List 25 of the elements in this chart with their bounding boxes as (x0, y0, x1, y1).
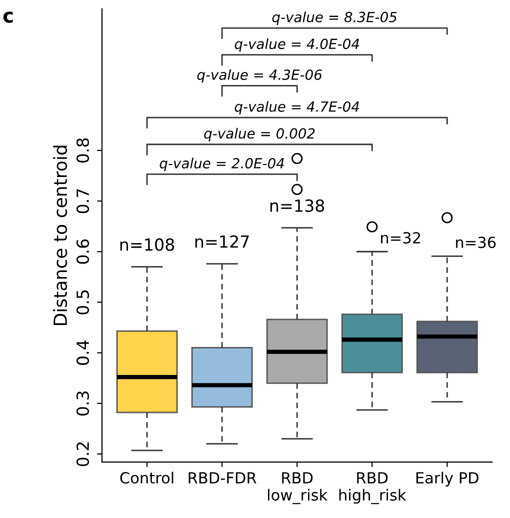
annotation: q-value = 0.002 (204, 128, 315, 142)
text: c (3, 12, 13, 23)
y-tick-label: 0.2 (76, 442, 90, 466)
y-tick-label: 0.4 (76, 340, 90, 365)
annotation: n=32 (381, 232, 420, 244)
y-tick-label: 0.8 (76, 138, 90, 163)
annotation: n=127 (195, 235, 249, 248)
x-tick-label: Control (120, 472, 174, 484)
x-tick-label: RBD high_risk (339, 472, 406, 504)
y-tick-label: 0.7 (76, 189, 90, 214)
annotation: n=138 (270, 199, 324, 212)
annotation: n=36 (456, 236, 496, 248)
x-tick-label: RBD low_risk (268, 472, 328, 504)
annotation: q-value = 2.0E-04 (160, 158, 284, 172)
annotation: q-value = 4.7E-04 (234, 101, 359, 115)
annotation: q-value = 8.3E-05 (272, 12, 397, 25)
annotation: n=108 (120, 238, 174, 251)
x-tick-label: RBD-FDR (188, 472, 256, 484)
y-tick-label: 0.3 (76, 391, 90, 416)
y-tick-label: 0.6 (76, 239, 90, 264)
y-tick-label: 0.5 (76, 290, 90, 314)
y-axis-title: Distance to centroid (53, 146, 68, 325)
annotation: q-value = 4.0E-04 (234, 38, 359, 52)
x-tick-label: Early PD (416, 472, 478, 487)
annotation: q-value = 4.3E-06 (197, 69, 322, 83)
